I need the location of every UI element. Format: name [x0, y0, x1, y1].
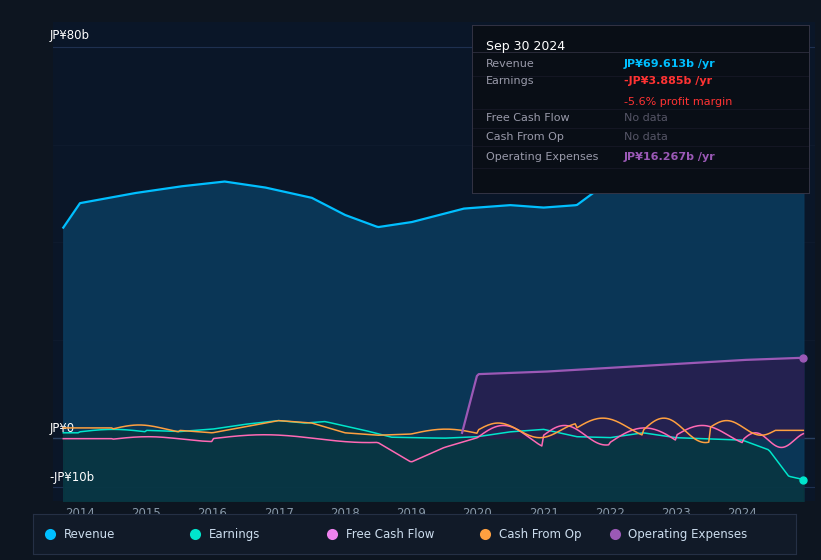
- Text: -JP¥10b: -JP¥10b: [49, 471, 94, 484]
- Text: Free Cash Flow: Free Cash Flow: [346, 528, 434, 541]
- Text: -JP¥3.885b /yr: -JP¥3.885b /yr: [624, 76, 712, 86]
- Text: Operating Expenses: Operating Expenses: [628, 528, 748, 541]
- Text: Free Cash Flow: Free Cash Flow: [485, 114, 569, 123]
- Text: JP¥69.613b /yr: JP¥69.613b /yr: [624, 59, 715, 69]
- Text: Revenue: Revenue: [485, 59, 534, 69]
- Text: Cash From Op: Cash From Op: [498, 528, 581, 541]
- Text: JP¥0: JP¥0: [49, 422, 75, 435]
- Text: Cash From Op: Cash From Op: [485, 132, 563, 142]
- Text: Revenue: Revenue: [63, 528, 115, 541]
- Text: Operating Expenses: Operating Expenses: [485, 152, 598, 162]
- Text: Earnings: Earnings: [209, 528, 259, 541]
- Text: JP¥80b: JP¥80b: [49, 29, 89, 42]
- Text: -5.6% profit margin: -5.6% profit margin: [624, 97, 732, 108]
- Text: No data: No data: [624, 132, 667, 142]
- Text: No data: No data: [624, 114, 667, 123]
- Text: Sep 30 2024: Sep 30 2024: [485, 40, 565, 53]
- Text: JP¥16.267b /yr: JP¥16.267b /yr: [624, 152, 715, 162]
- Text: Earnings: Earnings: [485, 76, 534, 86]
